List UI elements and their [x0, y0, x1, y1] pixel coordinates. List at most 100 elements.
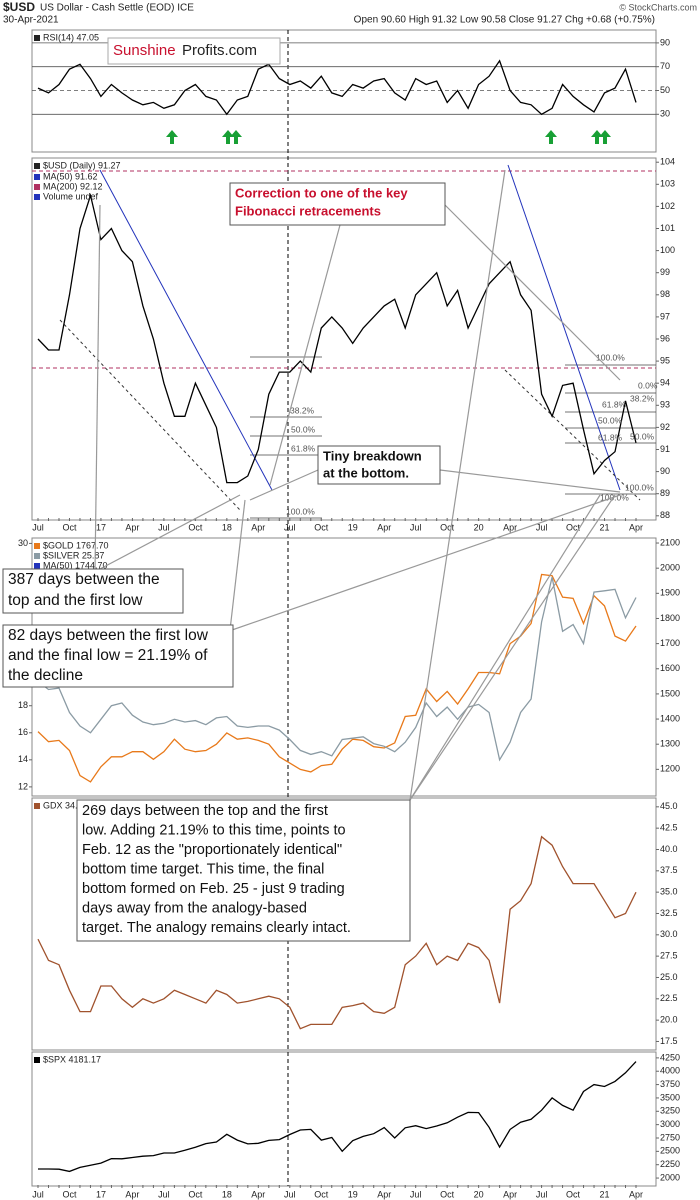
legend-label: MA(50) 91.62	[43, 171, 98, 181]
y-tick-label: 96	[660, 333, 670, 343]
x-tick-label: 18	[222, 1189, 232, 1199]
fib-label: 61.8%	[602, 399, 627, 409]
legend-swatch	[34, 35, 40, 41]
x-tick-label: Apr	[125, 1189, 139, 1199]
legend-swatch	[34, 194, 40, 200]
fib-label: 61.8%	[598, 432, 623, 442]
brand-first: Sunshine	[113, 42, 176, 59]
x-tick-label: Apr	[629, 522, 643, 532]
annotation-text: 82 days between the first low	[8, 627, 209, 644]
data-layer: 30 50 70 90 RSI(14) 47.05 88 89 90 91 92 93 94 95 96 9…	[18, 32, 680, 1199]
pointer-lines	[94, 169, 621, 801]
y-tick-label: 1600	[660, 663, 680, 673]
fib-label: 38.2%	[630, 393, 655, 403]
fib-label: 38.2%	[290, 405, 315, 415]
x-tick-label: Oct	[566, 1189, 581, 1199]
x-tick-label: 21	[600, 1189, 610, 1199]
x-tick-label: Oct	[440, 1189, 455, 1199]
x-tick-label: Jul	[284, 1189, 296, 1199]
y-tick-label: 1800	[660, 613, 680, 623]
quote: Open 90.60 High 91.32 Low 90.58 Close 91…	[354, 15, 655, 26]
legend-label: MA(200) 92.12	[43, 181, 103, 191]
y-tick-label: 3750	[660, 1079, 680, 1089]
legend-label: GDX 34.61	[43, 800, 88, 810]
x-tick-label: 17	[96, 1189, 106, 1199]
legend-label: $SILVER 25.87	[43, 550, 104, 560]
x-tick-label: 20	[474, 1189, 484, 1199]
y-tick-label: 94	[660, 378, 670, 388]
annotations: Correction to one of the key Fibonacci re…	[2, 182, 446, 942]
y-tick-label: 32.5	[660, 908, 678, 918]
fib-label: 100.0%	[625, 482, 654, 492]
y-tick-label: 2750	[660, 1132, 680, 1142]
symbol: $USD	[3, 0, 35, 14]
series-line	[37, 573, 637, 783]
date: 30-Apr-2021	[3, 15, 59, 26]
y-tick-label: 88	[660, 510, 670, 520]
legend-swatch	[34, 184, 40, 190]
x-tick-label: Apr	[377, 522, 391, 532]
legend-label: $SPX 4181.17	[43, 1054, 101, 1064]
annotation-text: 387 days between the	[8, 571, 160, 588]
y-tick-label: 104	[660, 157, 675, 167]
x-tick-label: Jul	[410, 522, 422, 532]
legend-swatch	[34, 1057, 40, 1063]
y-tick-label: 30	[660, 109, 670, 119]
y2-tick-label: 30	[18, 538, 28, 548]
x-tick-label: Apr	[125, 522, 139, 532]
annotation-box	[2, 624, 234, 688]
fib-label: 50.0%	[630, 431, 655, 441]
trend-lines	[99, 164, 621, 491]
legend-swatch	[34, 803, 40, 809]
fib-label: 100.0%	[596, 352, 625, 362]
x-tick-label: 19	[348, 1189, 358, 1199]
brand-box	[107, 37, 281, 65]
legend-swatch	[34, 563, 40, 569]
x-tick-label: Oct	[62, 1189, 77, 1199]
x-tick-label: 18	[222, 522, 232, 532]
legend-swatch	[34, 553, 40, 559]
y-tick-label: 22.5	[660, 993, 678, 1003]
y-tick-label: 3500	[660, 1092, 680, 1102]
brand-second: Profits.com	[182, 42, 257, 59]
y-tick-label: 50	[660, 85, 670, 95]
y-tick-label: 1300	[660, 739, 680, 749]
y-tick-label: 101	[660, 223, 675, 233]
legend-label: Volume undef	[43, 191, 99, 201]
y-tick-label: 25.0	[660, 972, 678, 982]
annotation-text: Tiny breakdown	[323, 448, 422, 463]
annotation-text: at the bottom.	[323, 465, 409, 480]
y-tick-label: 27.5	[660, 951, 678, 961]
y-tick-label: 1900	[660, 588, 680, 598]
annotation-box	[317, 445, 441, 485]
series-line	[37, 59, 637, 116]
y-tick-label: 40.0	[660, 844, 678, 854]
y-tick-label: 92	[660, 422, 670, 432]
y-tick-label: 91	[660, 444, 670, 454]
y-tick-label: 20.0	[660, 1015, 678, 1025]
annotation-text: Fibonacci retracements	[235, 203, 381, 218]
annotation-text: 269 days between the top and the first	[82, 803, 328, 819]
y2-tick-label: 12	[18, 781, 28, 791]
x-tick-label: Oct	[440, 522, 455, 532]
x-tick-label: Apr	[629, 1189, 643, 1199]
x-tick-label: Oct	[314, 522, 329, 532]
x-tick-label: Oct	[314, 1189, 329, 1199]
annotation-text: the decline	[8, 667, 83, 684]
channel-lines	[59, 319, 641, 511]
fib-label: 0.0%	[638, 380, 658, 390]
series-line	[38, 1061, 637, 1173]
y-tick-label: 35.0	[660, 887, 678, 897]
description: US Dollar - Cash Settle (EOD) ICE	[40, 3, 194, 14]
y-tick-label: 4250	[660, 1052, 680, 1062]
y-tick-label: 103	[660, 179, 675, 189]
y-tick-label: 2100	[660, 537, 680, 547]
x-tick-label: Oct	[566, 522, 581, 532]
spx-panel	[31, 1051, 657, 1187]
y-tick-label: 4000	[660, 1066, 680, 1076]
legend-label: RSI(14) 47.05	[43, 32, 99, 42]
legend-label: $GOLD 1767.70	[43, 540, 109, 550]
y-tick-label: 2000	[660, 563, 680, 573]
annotation-text: Feb. 12 as the "proportionately identica…	[82, 842, 342, 858]
y-tick-label: 98	[660, 289, 670, 299]
